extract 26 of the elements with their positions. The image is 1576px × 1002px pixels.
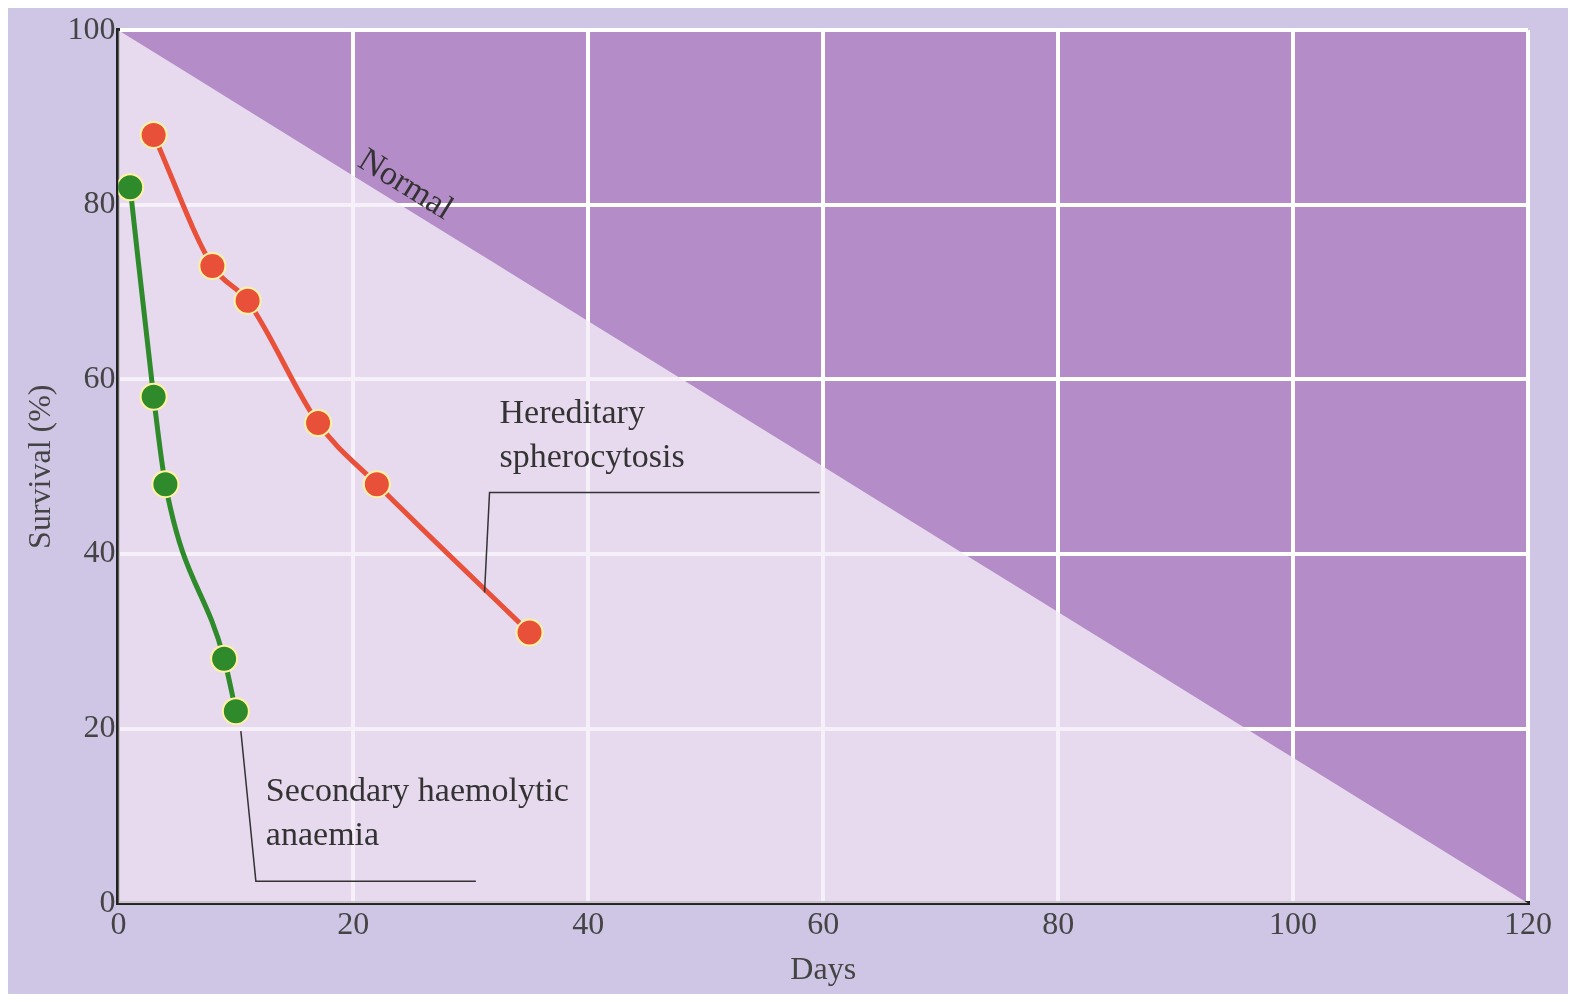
y-tick-label: 60 [83,358,116,395]
point [304,409,333,438]
x-tick-label: 20 [337,904,370,941]
x-tick-label: 100 [1269,904,1318,941]
point [233,286,262,315]
x-tick-label: 80 [1042,904,1075,941]
y-tick-label: 40 [83,533,116,570]
y-tick-label: 20 [83,708,116,745]
text: Hereditary spherocytosis [499,392,685,474]
point [139,120,168,149]
point [221,697,250,726]
y-tick-label: 100 [67,9,116,46]
point [198,251,227,280]
y-tick-label: 80 [83,184,116,221]
point [139,382,168,411]
point [210,644,239,673]
x-axis-title: Days [790,950,857,987]
point [118,173,145,202]
x-tick-label: 120 [1504,904,1552,941]
point [151,470,180,499]
point [515,618,544,647]
series-label: Secondary haemolytic anaemia [265,771,569,853]
x-tick-label: 60 [807,904,840,941]
point [362,470,391,499]
x-tick-label: 40 [572,904,605,941]
y-axis-title: Survival (%) [20,384,57,549]
